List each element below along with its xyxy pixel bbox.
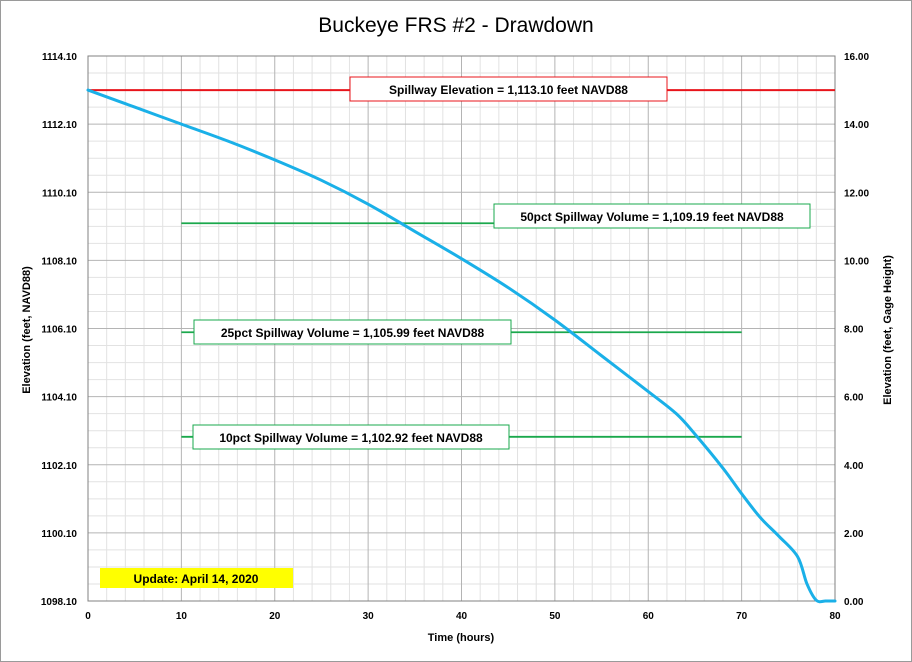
y-tick-label: 1102.10 [41,461,77,472]
spillway-volume-label: 10pct Spillway Volume = 1,102.92 feet NA… [219,431,483,445]
x-tick-label: 60 [643,611,655,622]
spillway-volume-label-box [193,319,512,345]
y-axis-label: Elevation (feet, NAVD88) [21,266,33,394]
drawdown-series [86,88,837,604]
x-tick-label: 80 [829,611,841,622]
x-axis-label: Time (hours) [428,632,495,644]
y-tick-label: 1100.10 [41,529,77,540]
y2-tick-label: 10.00 [844,256,869,267]
y-tick-label: 1114.10 [42,52,77,63]
y2-tick-label: 16.00 [844,52,869,63]
y2-tick-label: 6.00 [844,393,864,404]
spillway-volume-label-box [192,424,510,450]
chart-title: Buckeye FRS #2 - Drawdown [318,14,593,37]
x-axis-ticks: 0 10 20 30 40 50 60 70 80 [85,611,841,622]
update-note: Update: April 14, 2020 [134,572,259,586]
update-note-background [100,568,293,588]
x-tick-label: 0 [85,611,91,622]
left-axis-ticks: 1098.10 1100.10 1102.10 1104.10 1106.10 1108.… [41,52,78,608]
y-tick-label: 1104.10 [41,393,77,404]
drawdown-curve [86,88,837,604]
x-tick-label: 20 [269,611,281,622]
y2-axis-label: Elevation (feet, Gage Height) [882,255,894,405]
y-tick-label: 1098.10 [41,597,78,608]
y-tick-label: 1106.10 [41,325,77,336]
x-tick-label: 50 [549,611,561,622]
x-tick-label: 30 [363,611,375,622]
y2-tick-label: 8.00 [844,325,864,336]
y2-tick-label: 12.00 [844,188,869,199]
x-tick-label: 40 [456,611,468,622]
x-tick-label: 70 [736,611,748,622]
y-tick-label: 1110.10 [42,188,77,199]
y-tick-label: 1112.10 [42,120,77,131]
reference-labels: Spillway Elevation = 1,113.10 feet NAVD8… [192,76,811,450]
spillway-volume-label: 25pct Spillway Volume = 1,105.99 feet NA… [221,326,485,340]
x-tick-label: 10 [176,611,188,622]
spillway-elevation-label: Spillway Elevation = 1,113.10 feet NAVD8… [389,83,628,97]
y-tick-label: 1108.10 [41,256,77,267]
spillway-volume-label: 50pct Spillway Volume = 1,109.19 feet NA… [520,210,784,224]
plot-area [87,55,836,602]
y2-tick-label: 2.00 [844,529,864,540]
right-axis-ticks: 0.00 2.00 4.00 6.00 8.00 10.00 12.00 14.00 16.00 [844,52,869,608]
y2-tick-label: 0.00 [844,597,864,608]
spillway-volume-label-box [493,203,811,229]
spillway-elevation-label-box [349,76,668,102]
y2-tick-label: 14.00 [844,120,869,131]
y2-tick-label: 4.00 [844,461,864,472]
